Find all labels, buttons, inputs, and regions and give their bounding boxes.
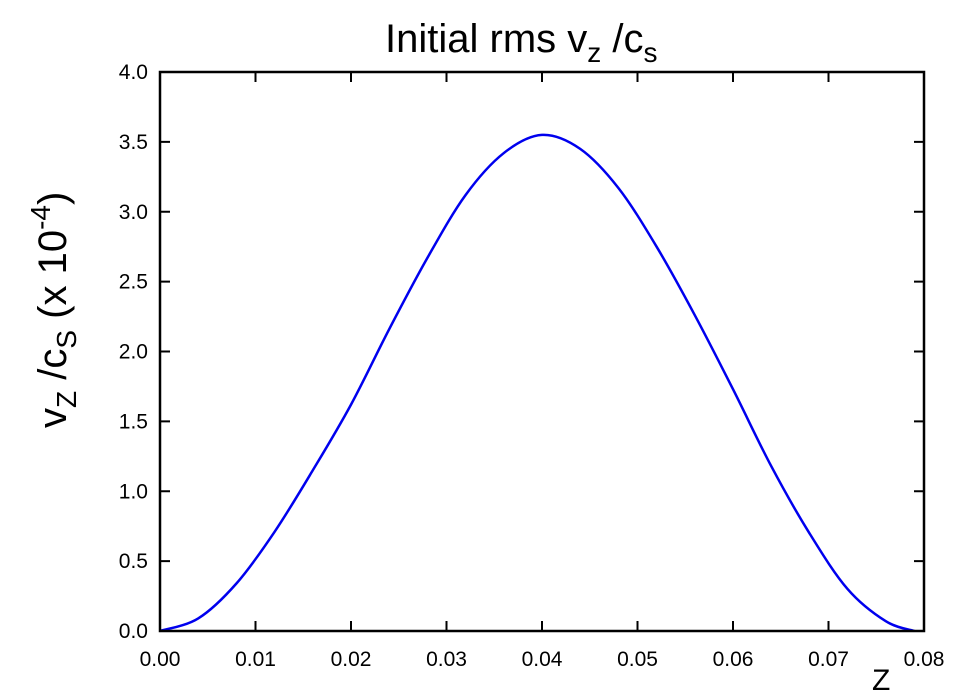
- y-tick-label: 1.5: [119, 410, 148, 433]
- plot-frame: [158, 70, 926, 633]
- x-tick-label: 0.04: [522, 648, 563, 671]
- y-tick-label: 3.0: [119, 201, 148, 224]
- y-axis-label: vZ /cS (x 10-4): [25, 192, 82, 428]
- y-tick-label: 0.0: [119, 620, 148, 643]
- series-line: [159, 133, 915, 633]
- x-tick-label: 0.00: [140, 648, 181, 671]
- x-tick-label: 0.01: [235, 648, 276, 671]
- x-tick-label: 0.03: [426, 648, 467, 671]
- y-tick-label: 2.0: [119, 341, 148, 364]
- x-tick-label: 0.06: [713, 648, 754, 671]
- chart-title: Initial rms vz /cs: [385, 17, 657, 68]
- y-tick-label: 0.5: [119, 550, 148, 573]
- series-layer: [159, 133, 915, 633]
- axis-ticks: [159, 71, 925, 632]
- y-tick-label: 4.0: [119, 61, 148, 84]
- y-tick-label: 2.5: [119, 271, 148, 294]
- y-tick-label: 3.5: [119, 131, 148, 154]
- x-axis-label: Z: [872, 664, 890, 695]
- x-tick-label: 0.02: [331, 648, 372, 671]
- x-tick-label: 0.05: [617, 648, 658, 671]
- x-tick-label: 0.07: [808, 648, 849, 671]
- tick-labels: 0.00 0.01 0.02 0.03 0.04 0.05 0.06 0.07 0.08 0.0 0…: [119, 61, 945, 671]
- y-tick-label: 1.0: [119, 480, 148, 503]
- x-tick-label: 0.08: [904, 648, 945, 671]
